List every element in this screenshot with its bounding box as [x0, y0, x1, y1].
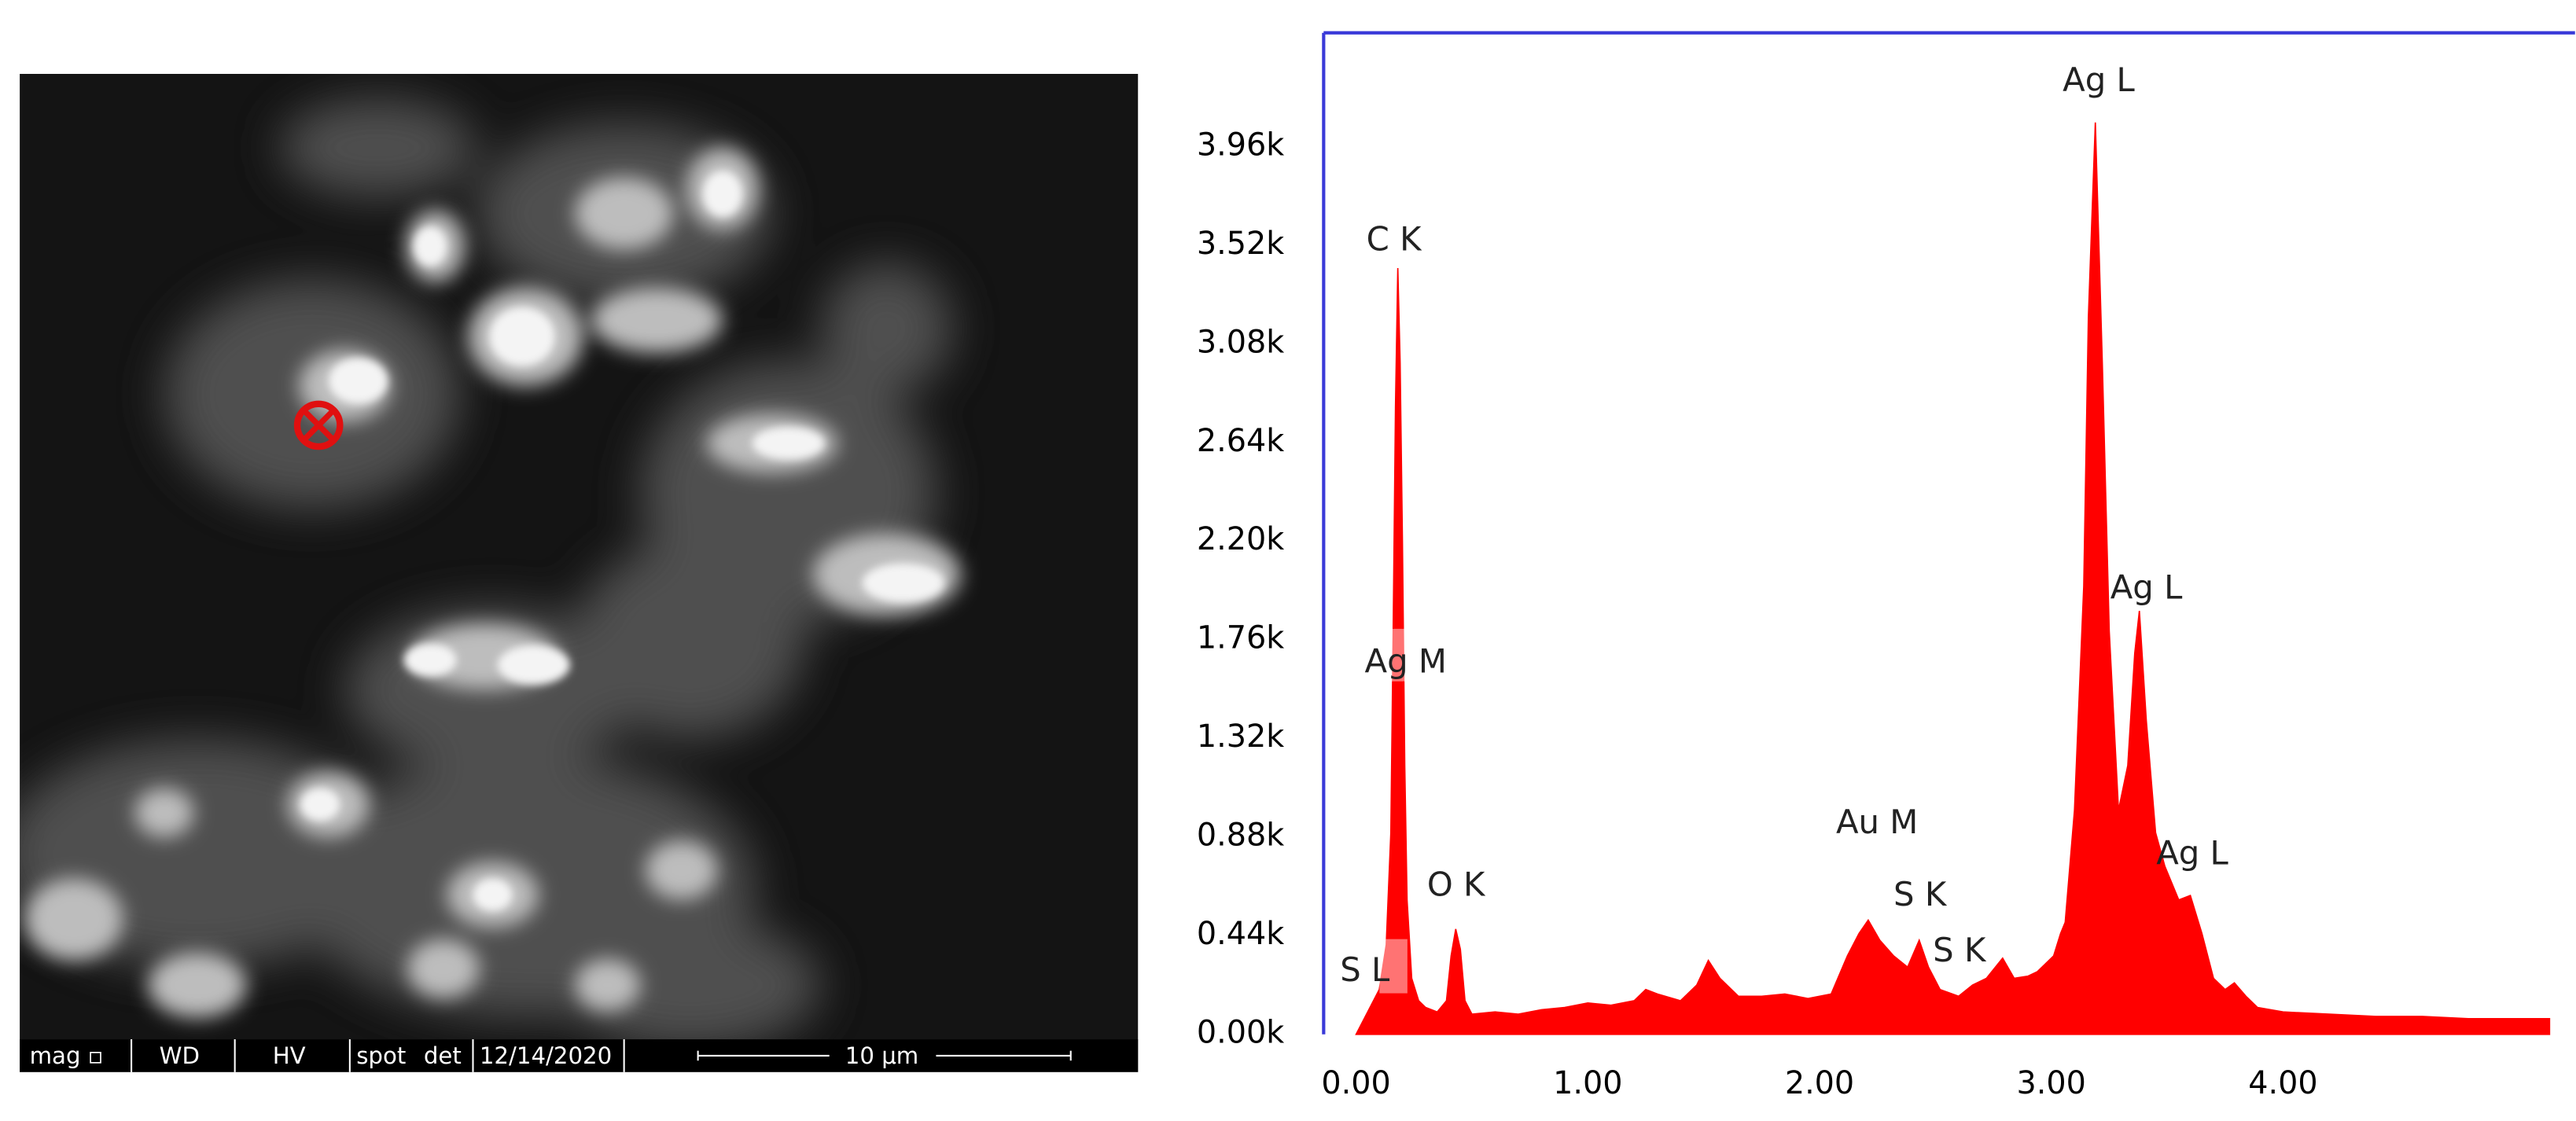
x-tick-label: 0.00: [1321, 1065, 1390, 1101]
y-tick-label: 0.00k: [1197, 1014, 1284, 1050]
y-tick-label: 1.32k: [1197, 719, 1284, 755]
peak-highlight: [1387, 628, 1408, 682]
info-wd: WD: [160, 1042, 200, 1069]
x-tick-label: 2.00: [1785, 1065, 1854, 1101]
peak-highlight: [1379, 939, 1408, 994]
peak-label: Ag L: [2156, 834, 2228, 873]
x-tick-label: 3.00: [2017, 1065, 2086, 1101]
info-mag: mag ▫: [30, 1042, 104, 1069]
peak-label: Ag L: [2110, 568, 2183, 606]
sem-image: [20, 73, 1139, 1040]
x-tick-label: 4.00: [2248, 1065, 2317, 1101]
y-tick-label: 3.52k: [1197, 226, 1284, 262]
peak-label: S L: [1340, 950, 1390, 989]
x-tick-label: 1.00: [1553, 1065, 1622, 1101]
y-tick-label: 0.44k: [1197, 916, 1284, 952]
peak-label: Ag M: [1365, 641, 1447, 680]
peak-label: C K: [1367, 220, 1422, 259]
y-tick-label: 0.88k: [1197, 817, 1284, 853]
spectrum-chart: 0.00k 0.44k 0.88k 1.32k 1.76k 2.20k 2.64k 3.08k…: [1197, 31, 2575, 1101]
peak-label: S K: [1893, 875, 1948, 913]
y-tick-label: 2.20k: [1197, 521, 1284, 557]
peak-label: Ag L: [2063, 61, 2135, 99]
y-tick-label: 1.76k: [1197, 620, 1284, 656]
info-bar: mag ▫ WD HV spot det 12/14/2020 10 μm: [20, 1039, 1139, 1072]
y-tick-label: 2.64k: [1197, 423, 1284, 459]
peak-label: Au M: [1836, 803, 1918, 841]
info-hv: HV: [273, 1042, 306, 1069]
spectrum-area: [1355, 122, 2551, 1035]
scale-bar-label: 10 μm: [845, 1042, 919, 1069]
y-tick-label: 3.08k: [1197, 324, 1284, 360]
peak-label: S K: [1933, 931, 1987, 969]
target-marker: [293, 400, 344, 450]
info-date: 12/14/2020: [480, 1042, 612, 1069]
info-det: det: [424, 1042, 462, 1069]
scaled-layout: mag ▫ WD HV spot det 12/14/2020 10 μm 0.…: [20, 31, 2575, 1101]
info-spot: spot: [356, 1042, 406, 1069]
peak-label: O K: [1427, 865, 1486, 903]
y-tick-label: 3.96k: [1197, 127, 1284, 164]
